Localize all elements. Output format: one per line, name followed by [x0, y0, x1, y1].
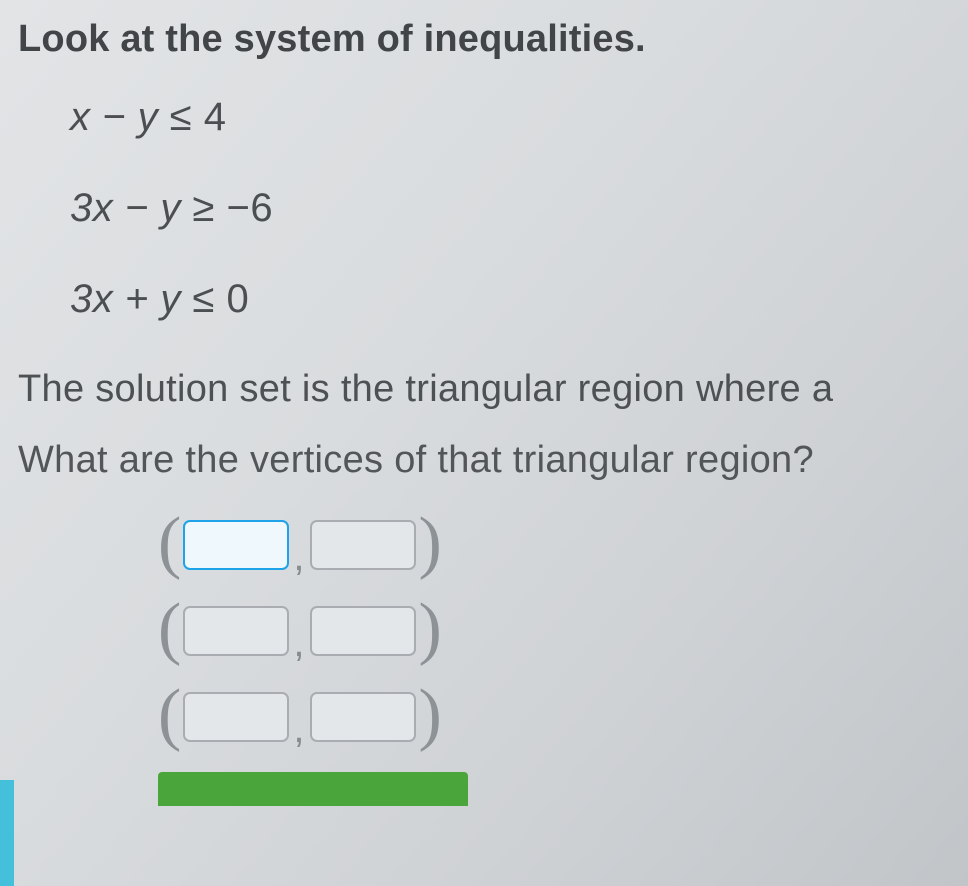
vertex3-x-input[interactable] — [183, 692, 289, 742]
ineq2-lhs: 3x − y — [70, 186, 181, 230]
ineq3-op: ≤ — [192, 277, 214, 321]
close-paren: ) — [418, 680, 441, 750]
ineq2-rhs: −6 — [227, 186, 274, 230]
close-paren: ) — [418, 508, 441, 578]
solution-set-text: The solution set is the triangular regio… — [18, 368, 954, 411]
vertex-row-3: ( , ) — [158, 682, 954, 752]
ineq1-lhs: x − y — [70, 95, 158, 139]
vertices-question-text: What are the vertices of that triangular… — [18, 439, 954, 482]
open-paren: ( — [158, 680, 181, 750]
vertex2-y-input[interactable] — [310, 606, 416, 656]
answer-inputs: ( , ) ( , ) ( , ) — [18, 510, 954, 752]
inequality-1: x − y ≤ 4 — [70, 95, 954, 140]
ineq1-rhs: 4 — [204, 95, 227, 139]
open-paren: ( — [158, 508, 181, 578]
ineq2-op: ≥ — [192, 186, 214, 230]
vertex3-y-input[interactable] — [310, 692, 416, 742]
ineq1-op: ≤ — [170, 95, 192, 139]
side-strip — [0, 780, 14, 886]
vertex-row-2: ( , ) — [158, 596, 954, 666]
comma: , — [293, 623, 304, 663]
close-paren: ) — [418, 594, 441, 664]
inequalities-block: x − y ≤ 4 3x − y ≥ −6 3x + y ≤ 0 — [18, 95, 954, 322]
inequality-3: 3x + y ≤ 0 — [70, 277, 954, 322]
vertex2-x-input[interactable] — [183, 606, 289, 656]
comma: , — [293, 709, 304, 749]
ineq3-rhs: 0 — [227, 277, 250, 321]
comma: , — [293, 537, 304, 577]
vertex1-x-input[interactable] — [183, 520, 289, 570]
open-paren: ( — [158, 594, 181, 664]
submit-button[interactable] — [158, 772, 468, 806]
vertex1-y-input[interactable] — [310, 520, 416, 570]
vertex-row-1: ( , ) — [158, 510, 954, 580]
question-heading: Look at the system of inequalities. — [18, 18, 954, 61]
inequality-2: 3x − y ≥ −6 — [70, 186, 954, 231]
ineq3-lhs: 3x + y — [70, 277, 181, 321]
